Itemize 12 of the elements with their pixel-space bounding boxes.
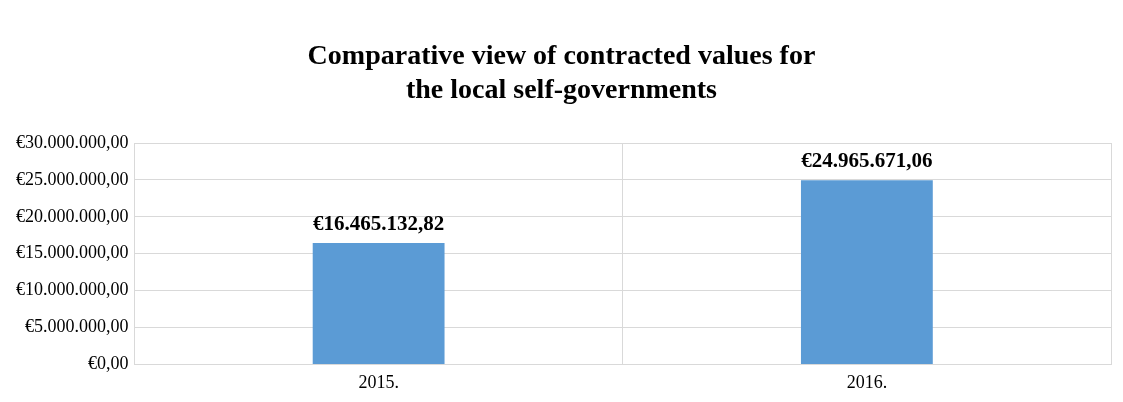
y-tick-label: €30.000.000,00	[16, 131, 129, 152]
y-tick-label: €10.000.000,00	[16, 279, 129, 300]
x-tick-label: 2016.	[846, 371, 888, 392]
y-tick-label: €5.000.000,00	[25, 316, 129, 337]
y-tick-label: €0,00	[88, 353, 129, 374]
y-tick-label: €20.000.000,00	[16, 205, 129, 226]
data-label: €16.465.132,82	[313, 210, 445, 235]
data-label: €24.965.671,06	[801, 148, 933, 173]
chart-title: Comparative view of contracted values for the local self-governments	[306, 38, 817, 106]
y-tick-label: €25.000.000,00	[16, 168, 129, 189]
y-tick-label: €15.000.000,00	[16, 242, 129, 263]
x-tick-label: 2015.	[358, 371, 399, 392]
